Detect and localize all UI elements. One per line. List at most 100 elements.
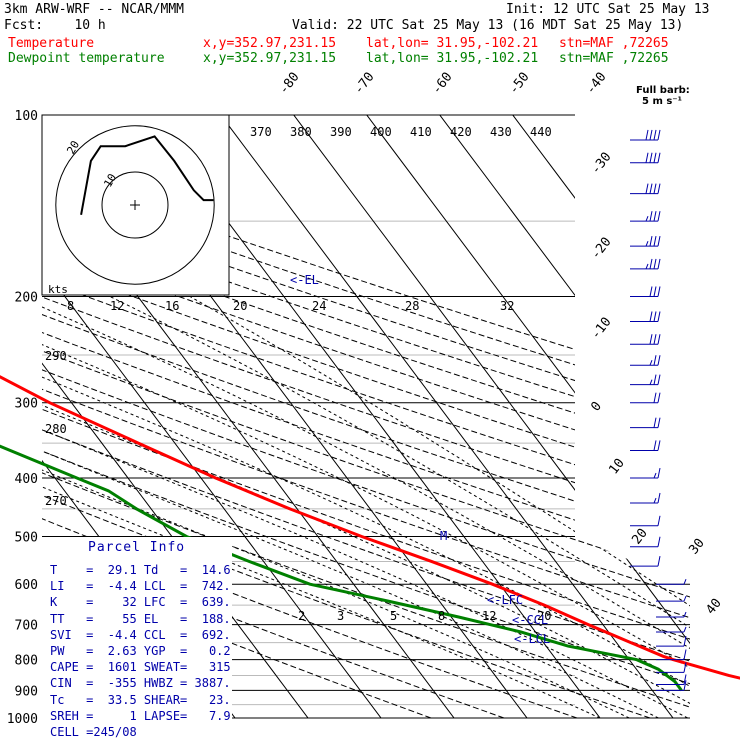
wind-barb-flag-15-28 bbox=[657, 492, 661, 504]
wind-barb-flag-14-28 bbox=[657, 467, 661, 479]
hodograph-ring-20 bbox=[55, 125, 215, 285]
wind-barb-flag-3-16 bbox=[645, 215, 649, 222]
theta-label-280: 280 bbox=[45, 422, 67, 436]
mixing-ratio-low-label-2: 2 bbox=[298, 609, 305, 623]
wind-barb-25 bbox=[656, 662, 687, 673]
pressure-label-600: 600 bbox=[15, 578, 38, 593]
wind-barb-flag-7-28 bbox=[657, 311, 661, 322]
dry-adiabat-380 bbox=[42, 115, 690, 718]
mixing-ratio-low-label-20: 20 bbox=[537, 609, 551, 623]
wind-barb-flag-1-24 bbox=[653, 152, 657, 163]
isotherm-40 bbox=[418, 115, 690, 718]
lcl-label: <-LCL bbox=[514, 632, 550, 646]
isotherm-label--60: -60 bbox=[429, 70, 455, 98]
wind-barb-flag-1-20 bbox=[649, 152, 653, 163]
isotherm-label--70: -70 bbox=[351, 70, 377, 98]
wind-barb-flag-12-28 bbox=[657, 417, 661, 428]
wind-barb-flag-6-20 bbox=[649, 286, 653, 297]
theta-label-270: 270 bbox=[45, 494, 67, 508]
dry-adiabat-450 bbox=[42, 115, 690, 718]
wind-barb-flag-1-28 bbox=[657, 152, 661, 163]
wind-barb-flag-5-20 bbox=[649, 258, 653, 270]
wind-barb-13 bbox=[630, 440, 661, 451]
wind-barb-flag-6-28 bbox=[657, 286, 661, 297]
isotherm--30 bbox=[42, 115, 391, 718]
hodograph-kts-label: kts bbox=[48, 283, 68, 296]
wind-barb-flag-10-28 bbox=[657, 374, 661, 385]
isotherm-label--50: -50 bbox=[506, 70, 532, 98]
wind-barb-flag-20-28 bbox=[683, 595, 687, 602]
theta-label-390: 390 bbox=[330, 125, 352, 139]
mixing-ratio-low-label-5: 5 bbox=[390, 609, 397, 623]
isotherm-label-10: 10 bbox=[606, 456, 627, 478]
wind-barb-flag-5-24 bbox=[653, 258, 657, 270]
wind-barb-flag-9-24 bbox=[653, 355, 657, 366]
wind-barb-10 bbox=[630, 374, 661, 386]
hodograph-ring-label-20: 20 bbox=[64, 139, 82, 157]
parcel-row-pw: PW = 2.63 YGP = 0.2 bbox=[50, 644, 231, 658]
theta-label-430: 430 bbox=[490, 125, 512, 139]
mixing-ratio-low-label-12: 12 bbox=[482, 609, 496, 623]
wind-barb-flag-10-20 bbox=[649, 379, 653, 385]
parcel-row-cin: CIN = -355 HWBZ = 3887. bbox=[50, 676, 231, 691]
parcel-info-panel bbox=[42, 537, 232, 732]
wind-barb-21 bbox=[656, 611, 687, 618]
mixing-ratio-label-32: 32 bbox=[500, 299, 514, 313]
wind-barb-flag-14-24 bbox=[653, 472, 657, 479]
m-label: M bbox=[440, 529, 447, 543]
init-time: Init: 12 UTC Sat 25 May 13 bbox=[506, 2, 710, 17]
wind-barb-flag-4-28 bbox=[657, 236, 661, 247]
wind-barb-14 bbox=[630, 467, 661, 479]
el-label: <-EL bbox=[290, 273, 319, 287]
parcel-row-li: LI = -4.4 LCL = 742. bbox=[50, 579, 231, 594]
wind-barb-flag-24-28 bbox=[683, 649, 687, 660]
pressure-label-300: 300 bbox=[15, 397, 38, 412]
temperature-profile bbox=[0, 375, 740, 680]
moist-adiabat-20 bbox=[42, 296, 690, 718]
pressure-label-1000: 1000 bbox=[7, 712, 38, 727]
isotherm-label--80: -80 bbox=[276, 70, 302, 98]
hodograph: kts 10 20 bbox=[41, 114, 230, 296]
wind-barb-flag-8-20 bbox=[649, 334, 653, 345]
parcel-row-svi: SVI = -4.4 CCL = 692. bbox=[50, 627, 231, 642]
forecast-hour: Fcst: 10 h bbox=[4, 18, 106, 33]
hodograph-ring-10 bbox=[101, 171, 169, 239]
dewpoint-xy: x,y=352.97,231.15 bbox=[203, 51, 337, 66]
pressure-label-500: 500 bbox=[15, 530, 38, 545]
theta-label-420: 420 bbox=[450, 125, 472, 139]
wind-barb-flag-26-28 bbox=[683, 674, 687, 685]
dry-adiabat-400 bbox=[42, 115, 690, 718]
barb-legend-label: Full barb: bbox=[636, 85, 690, 96]
dewpoint-legend: Dewpoint temperature bbox=[8, 51, 165, 66]
wind-barb-flag-10-24 bbox=[653, 374, 657, 385]
wind-barb-flag-17-28 bbox=[657, 536, 661, 547]
wind-barb-flag-7-20 bbox=[649, 311, 653, 322]
parcel-row-sreh: SREH = 1 LAPSE= 7.9 bbox=[50, 708, 231, 723]
pressure-label-700: 700 bbox=[15, 619, 38, 634]
wind-barb-flag-2-16 bbox=[645, 183, 649, 194]
wind-barb-flag-9-20 bbox=[649, 360, 653, 366]
hodograph-ring-label-10: 10 bbox=[101, 172, 119, 190]
wind-barb-5 bbox=[630, 258, 661, 270]
wind-barb-flag-25-28 bbox=[683, 662, 687, 673]
wind-barb-26 bbox=[656, 674, 687, 686]
wind-barb-20 bbox=[656, 595, 687, 602]
ccl-label: <-CCL bbox=[512, 613, 548, 627]
isotherm-label-0: 0 bbox=[588, 399, 605, 414]
wind-barb-flag-11-28 bbox=[657, 392, 661, 403]
mixing-ratio-label-24: 24 bbox=[312, 299, 326, 313]
dry-adiabat-360 bbox=[42, 115, 690, 718]
wind-barb-flag-8-28 bbox=[657, 334, 661, 345]
wind-barb-flag-11-24 bbox=[653, 392, 657, 403]
dry-adiabat-340 bbox=[42, 115, 690, 718]
wind-barb-flag-19-28 bbox=[683, 579, 687, 585]
wind-barb-9 bbox=[630, 355, 661, 366]
wind-barb-flag-13-28 bbox=[657, 440, 661, 451]
wind-barbs bbox=[630, 129, 687, 691]
wind-barb-19 bbox=[656, 579, 687, 585]
wind-barb-flag-7-24 bbox=[653, 311, 657, 322]
isotherm-10 bbox=[199, 115, 683, 718]
temperature-xy: x,y=352.97,231.15 bbox=[203, 36, 337, 51]
theta-label-290: 290 bbox=[45, 349, 67, 363]
wind-barb-flag-18-28 bbox=[657, 556, 661, 567]
